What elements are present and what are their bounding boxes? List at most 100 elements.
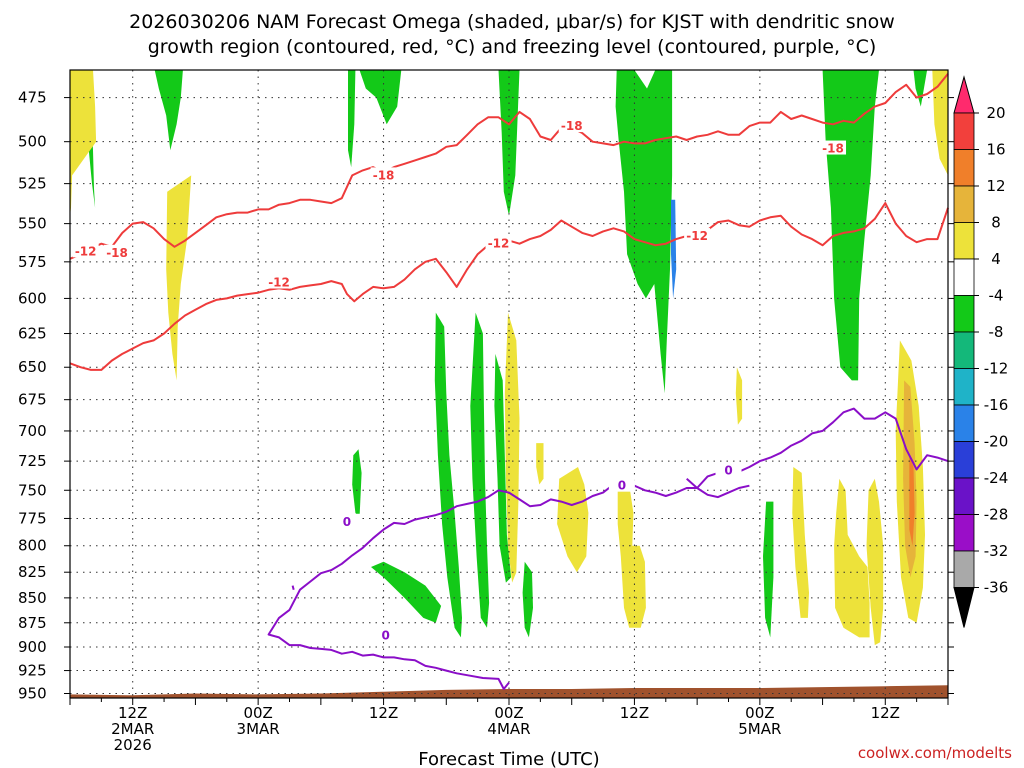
contour-minus12-label: -12 bbox=[485, 235, 512, 251]
contour-minus12-label: -12 bbox=[72, 243, 99, 258]
colorbar-segment bbox=[953, 112, 975, 150]
colorbar-segment bbox=[953, 258, 975, 296]
colorbar-segment bbox=[953, 550, 975, 588]
contour-freezing-level-segment bbox=[686, 477, 750, 499]
x-tick-label: 12Z bbox=[620, 704, 649, 722]
x-axis-title: Forecast Time (UTC) bbox=[418, 749, 599, 768]
colorbar-segment bbox=[953, 149, 975, 187]
omega-region bbox=[536, 443, 544, 485]
y-tick-label: 550 bbox=[18, 215, 47, 233]
y-tick-label: 500 bbox=[18, 133, 47, 151]
y-tick-label: 900 bbox=[18, 638, 47, 656]
y-tick-label: 675 bbox=[18, 391, 47, 409]
contour-freezing-level-label-text: 0 bbox=[343, 515, 351, 529]
contour-minus12-label-text: -12 bbox=[75, 244, 97, 258]
contour-minus18-label-text: -18 bbox=[561, 119, 583, 133]
y-tick-label: 700 bbox=[18, 422, 47, 440]
contour-minus18 bbox=[69, 73, 949, 260]
omega-region bbox=[792, 467, 809, 618]
omega-region bbox=[834, 478, 870, 638]
colorbar-label: -8 bbox=[989, 323, 1004, 341]
x-tick-label: 12Z bbox=[369, 704, 398, 722]
omega-shading-layer bbox=[70, 70, 948, 646]
contour-freezing-level-label-bg bbox=[715, 462, 742, 477]
colorbar-label: 16 bbox=[986, 141, 1005, 159]
ground-shading bbox=[70, 685, 948, 698]
contour-freezing-level-label: 0 bbox=[715, 462, 742, 478]
y-tick-label: 625 bbox=[18, 325, 47, 343]
omega-region bbox=[671, 199, 677, 299]
omega-region bbox=[371, 561, 442, 623]
x-tick-label: 00Z bbox=[494, 704, 523, 722]
colorbar-label: -4 bbox=[989, 287, 1004, 305]
colorbar-label: 8 bbox=[991, 214, 1001, 232]
contour-freezing-level-label: 0 bbox=[333, 513, 360, 529]
y-tick-label: 825 bbox=[18, 563, 47, 581]
contour-minus18-label-bg bbox=[558, 118, 585, 133]
omega-region bbox=[434, 312, 462, 638]
omega-region bbox=[522, 561, 533, 638]
contour-minus12-label: -12 bbox=[684, 228, 711, 243]
contour-minus18-label-text: -18 bbox=[822, 142, 844, 156]
contour-freezing-level-label-bg bbox=[372, 627, 399, 642]
x-tick-label: 12Z bbox=[871, 704, 900, 722]
omega-region bbox=[504, 312, 520, 583]
contour-minus12-label-bg bbox=[485, 235, 512, 250]
colorbar-label: -28 bbox=[984, 506, 1009, 524]
x-tick-label: 00Z bbox=[243, 704, 272, 722]
contour-minus18-label-bg bbox=[820, 140, 847, 155]
x-tick-label: 12Z bbox=[118, 704, 147, 722]
omega-region bbox=[154, 70, 183, 151]
omega-region bbox=[359, 70, 402, 125]
omega-region bbox=[932, 70, 948, 176]
omega-region bbox=[348, 70, 356, 168]
y-tick-label: 525 bbox=[18, 175, 47, 193]
contour-minus12-label: -12 bbox=[266, 274, 293, 290]
y-tick-label: 750 bbox=[18, 481, 47, 499]
colorbar-label: -20 bbox=[984, 433, 1009, 451]
colorbar-label: 12 bbox=[986, 177, 1005, 195]
colorbar-segment bbox=[953, 477, 975, 515]
y-tick-label: 575 bbox=[18, 253, 47, 271]
colorbar-segment bbox=[953, 441, 975, 479]
x-tick-label: 5MAR bbox=[738, 720, 781, 738]
y-tick-label: 800 bbox=[18, 537, 47, 555]
y-tick-label: 950 bbox=[18, 684, 47, 702]
contour-minus18-label-bg bbox=[104, 244, 131, 259]
contour-minus18-label-text: -18 bbox=[106, 246, 128, 260]
contour-minus18-label: -18 bbox=[370, 167, 397, 182]
x-tick-label: 2MAR bbox=[111, 720, 154, 738]
y-tick-label: 875 bbox=[18, 614, 47, 632]
contour-minus12-label-bg bbox=[266, 274, 293, 289]
colorbar-label: -32 bbox=[984, 542, 1009, 560]
ground-layer bbox=[70, 685, 948, 698]
omega-region bbox=[763, 501, 774, 638]
contour-minus18-label: -18 bbox=[558, 118, 585, 133]
colorbar-label: 20 bbox=[986, 104, 1005, 122]
omega-region bbox=[913, 70, 928, 107]
y-tick-label: 600 bbox=[18, 289, 47, 307]
contour-minus12-label-text: -12 bbox=[686, 229, 708, 243]
colorbar: 20 16 12 8 4 -4 -8 -12 -16 -20 -24 -28 -32 -36 bbox=[953, 75, 1009, 628]
colorbar-label: -24 bbox=[984, 469, 1009, 487]
colorbar-label: -36 bbox=[984, 579, 1009, 597]
contour-minus18-label-bg bbox=[370, 167, 397, 182]
x-tick-label: 00Z bbox=[745, 704, 774, 722]
y-tick-label: 925 bbox=[18, 662, 47, 680]
credit-text: coolwx.com/modelts bbox=[858, 744, 1012, 762]
omega-region bbox=[617, 484, 646, 628]
colorbar-label: -12 bbox=[984, 360, 1009, 378]
omega-region bbox=[494, 353, 512, 583]
contour-freezing-level-label-text: 0 bbox=[724, 464, 732, 478]
x-tick-label: 2026 bbox=[114, 736, 152, 754]
chart-title-line1: 2026030206 NAM Forecast Omega (shaded, μ… bbox=[129, 11, 895, 33]
contour-minus12-label-text: -12 bbox=[488, 237, 510, 251]
contour-minus18-label: -18 bbox=[104, 244, 131, 260]
y-tick-label: 775 bbox=[18, 509, 47, 527]
contour-freezing-level-label: 0 bbox=[372, 627, 399, 642]
colorbar-segment bbox=[953, 404, 975, 442]
omega-region bbox=[70, 70, 97, 216]
contour-freezing-level-label-text: 0 bbox=[618, 479, 626, 493]
contour-minus12-label-text: -12 bbox=[268, 276, 290, 290]
contour-freezing-level-label-text: 0 bbox=[381, 628, 389, 642]
